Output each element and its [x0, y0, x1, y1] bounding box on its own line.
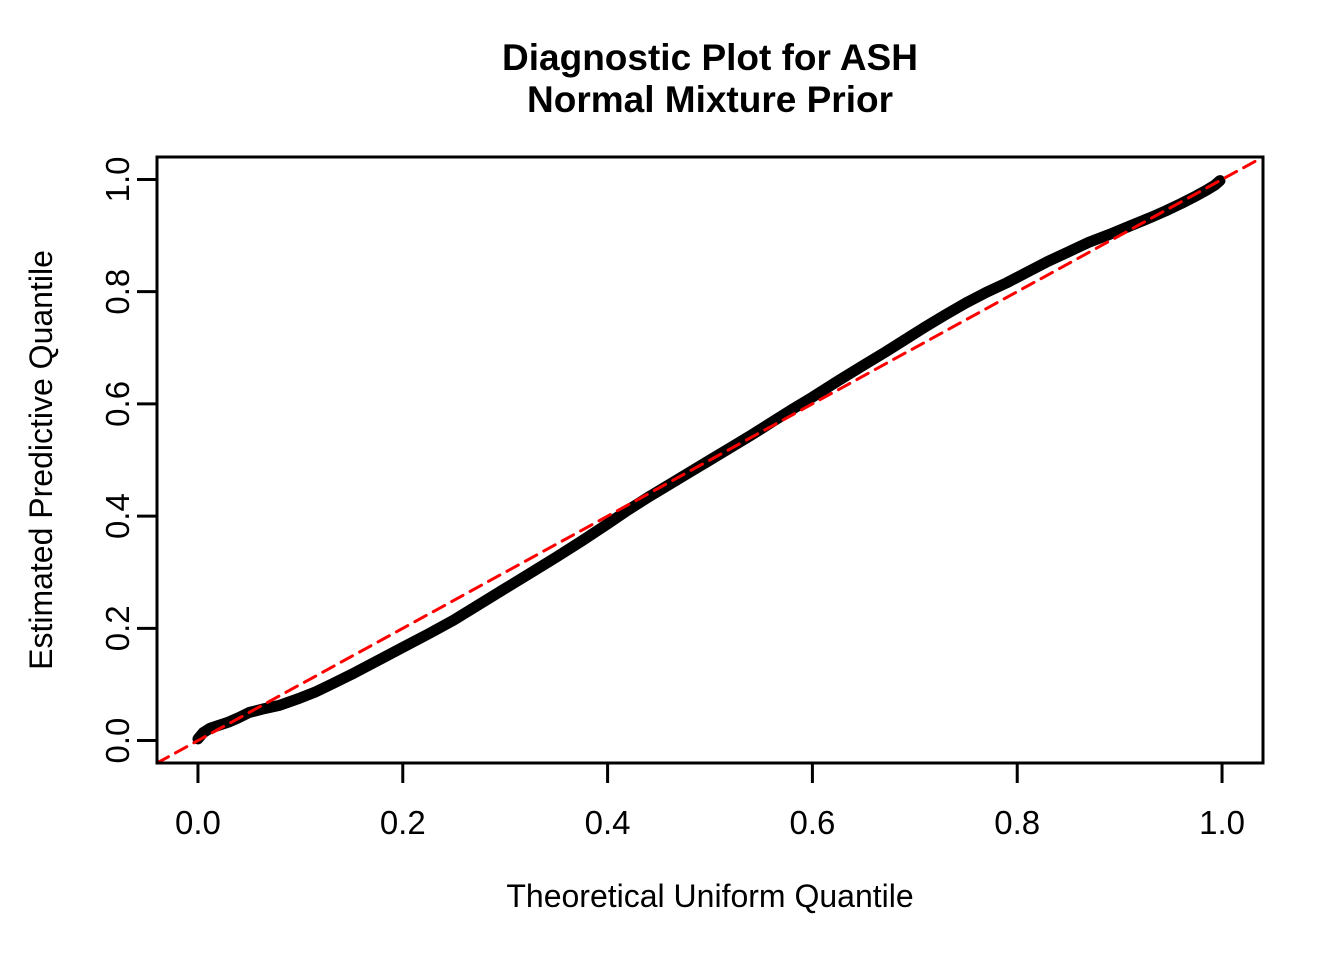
x-tick-label: 0.8 [994, 804, 1040, 841]
x-tick-label: 1.0 [1199, 804, 1245, 841]
identity-reference-line [155, 155, 1265, 765]
x-tick-label: 0.0 [175, 804, 221, 841]
y-tick-label: 0.6 [99, 381, 136, 427]
y-tick-label: 0.4 [99, 493, 136, 539]
chart-title-line1: Diagnostic Plot for ASH [502, 37, 918, 78]
y-tick-label: 0.8 [99, 269, 136, 315]
x-tick-label: 0.6 [789, 804, 835, 841]
y-tick-label: 0.2 [99, 605, 136, 651]
plot-area: 0.0 0.2 0.4 0.6 0.8 1.0 0.0 0.2 0.4 0.6 0.8 1.0 [99, 155, 1265, 841]
chart-title-line2: Normal Mixture Prior [527, 79, 893, 120]
y-tick-label: 0.0 [99, 718, 136, 764]
y-axis-title: Estimated Predictive Quantile [23, 250, 59, 670]
x-axis-title: Theoretical Uniform Quantile [506, 878, 913, 914]
x-tick-label: 0.2 [380, 804, 426, 841]
plot-box [155, 155, 1265, 765]
y-tick-label: 1.0 [99, 157, 136, 203]
x-tick-label: 0.4 [585, 804, 631, 841]
